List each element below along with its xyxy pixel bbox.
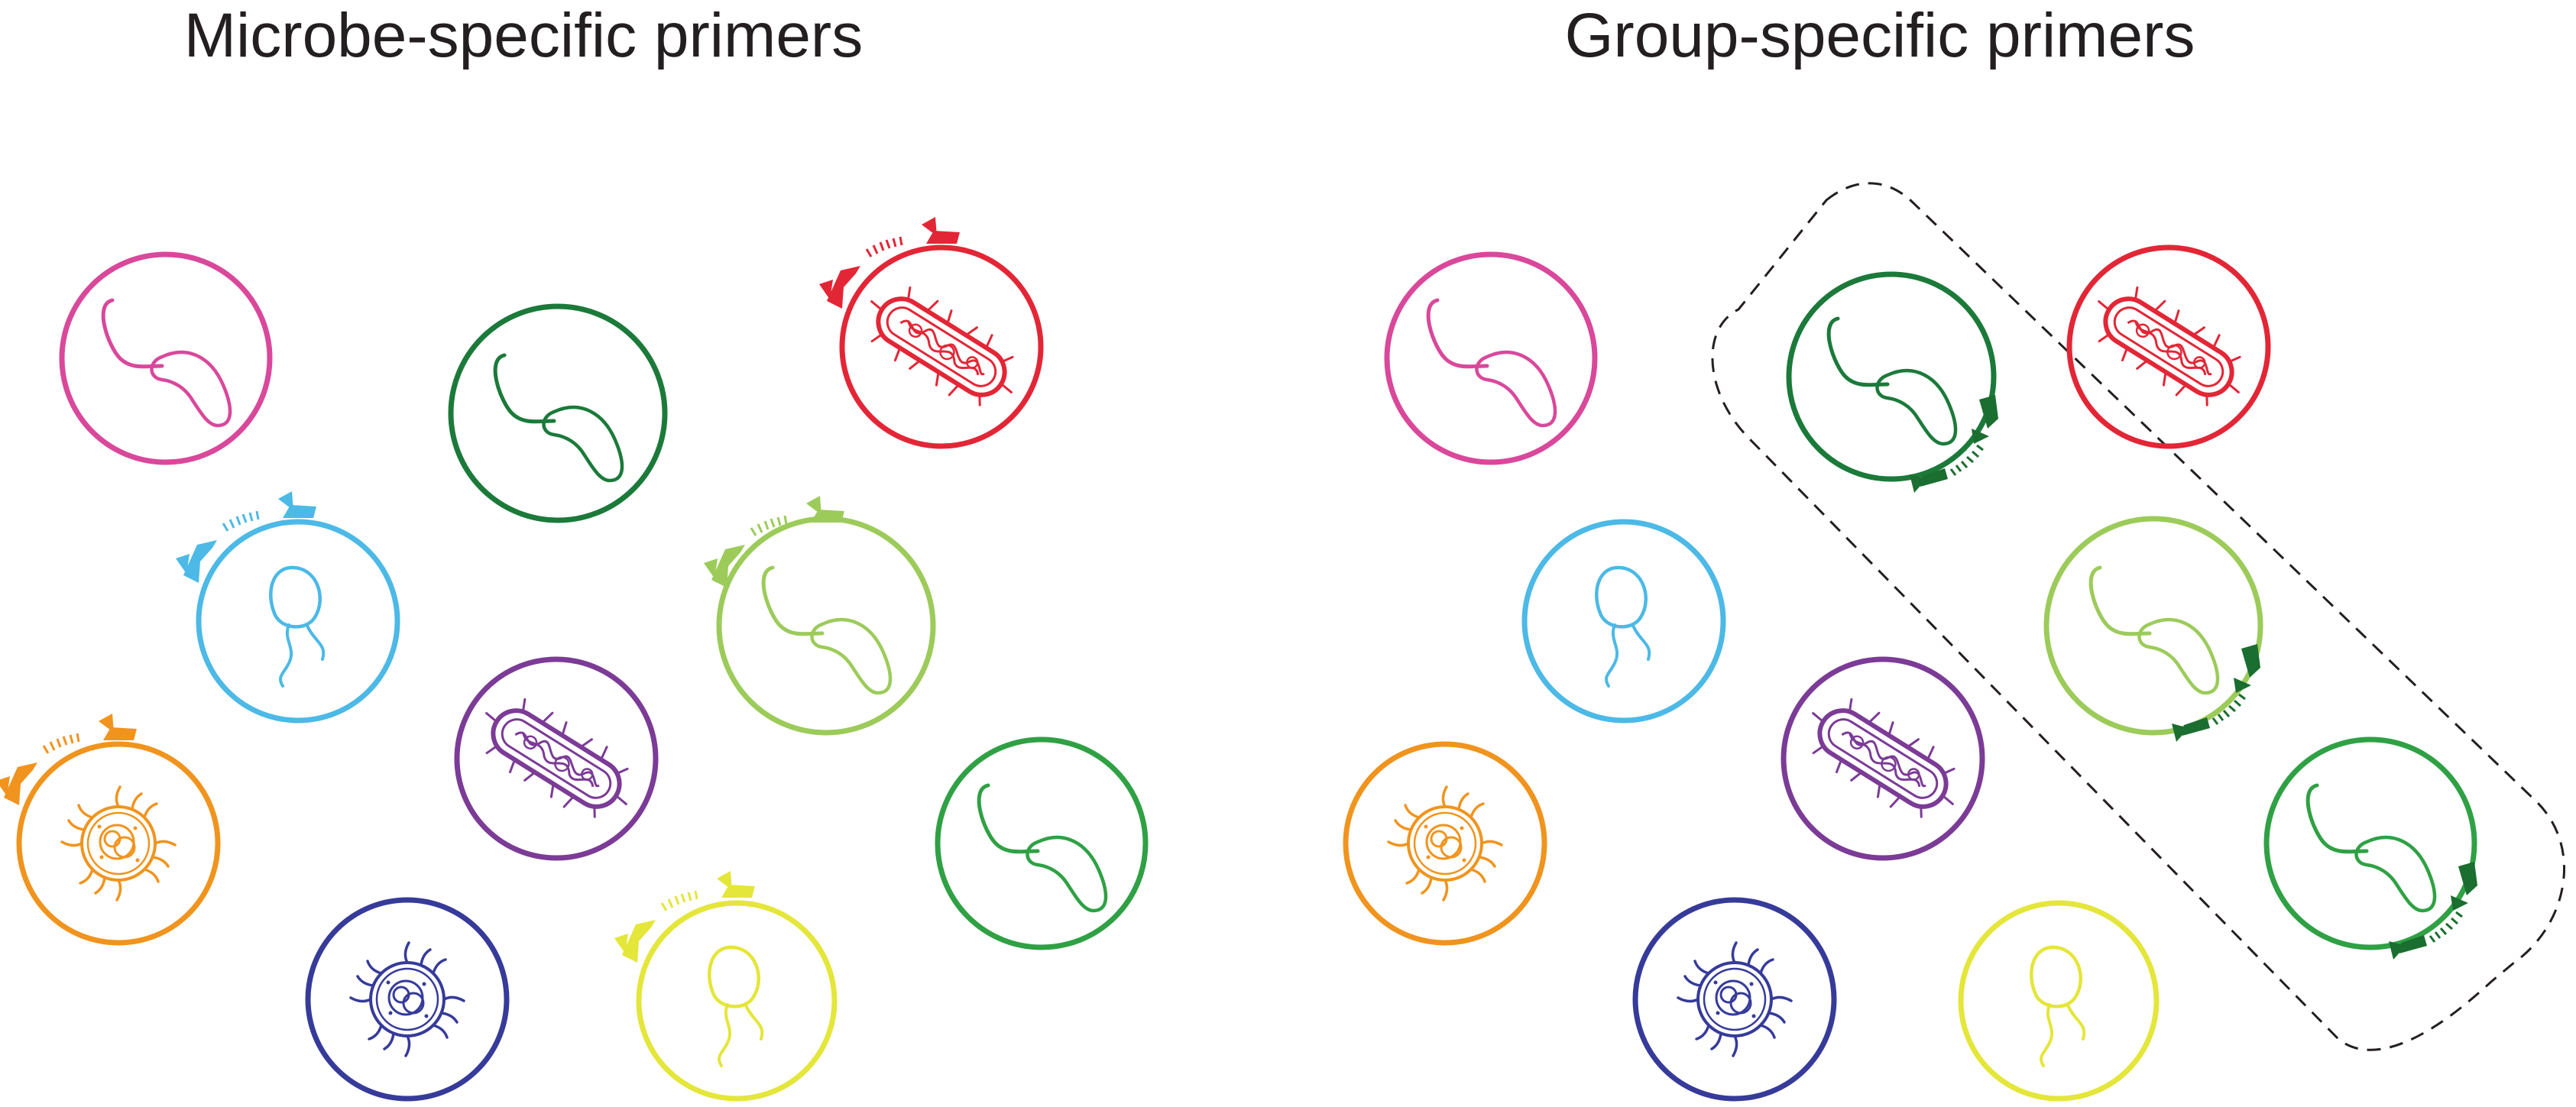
bacillus-icon bbox=[1793, 684, 1973, 834]
group-specific-primer-icon bbox=[1908, 393, 2000, 494]
vibrio-icon bbox=[1829, 319, 1955, 444]
vibrio-icon bbox=[495, 355, 622, 481]
left-microbe-virus-navy bbox=[305, 897, 510, 1102]
microbe-circle bbox=[16, 741, 221, 946]
title-group-specific: Group-specific primers bbox=[1564, 1, 2195, 70]
microbe-circle bbox=[636, 900, 838, 1102]
left-microbe-vibrio-medium-green bbox=[935, 736, 1149, 950]
left-microbe-bacillus-purple bbox=[454, 656, 659, 861]
virus-icon bbox=[1387, 785, 1503, 901]
right-microbe-vibrio-magenta bbox=[1384, 251, 1598, 465]
left-microbe-flagellate-yellow bbox=[613, 869, 838, 1102]
microbe-circle bbox=[935, 736, 1149, 950]
right-microbe-vibrio-light-green bbox=[2043, 516, 2263, 743]
group-specific-primer-icon bbox=[2387, 860, 2479, 961]
right-microbe-vibrio-medium-green bbox=[2263, 736, 2479, 961]
flagellate-icon bbox=[709, 947, 762, 1066]
microbe-circle bbox=[196, 519, 400, 723]
right-microbe-virus-navy bbox=[1632, 897, 1837, 1102]
microbe-circle bbox=[716, 516, 936, 736]
microbe-circle bbox=[2066, 244, 2271, 449]
group-specific-primer-icon bbox=[2170, 643, 2262, 743]
bacillus-icon bbox=[466, 684, 646, 834]
microbe-circle bbox=[1786, 271, 1997, 482]
title-microbe-specific: Microbe-specific primers bbox=[183, 1, 864, 70]
bacillus-icon bbox=[851, 272, 1032, 422]
flagellate-icon bbox=[2031, 947, 2084, 1066]
right-microbe-flagellate-yellow bbox=[1958, 900, 2160, 1102]
right-microbe-vibrio-dark-green bbox=[1786, 271, 2000, 494]
virus-icon bbox=[1677, 941, 1793, 1057]
left-microbe-vibrio-magenta bbox=[59, 251, 273, 465]
left-microbe-vibrio-dark-green bbox=[448, 303, 668, 523]
vibrio-icon bbox=[2308, 785, 2435, 911]
microbe-circle bbox=[2043, 516, 2263, 736]
flagellate-icon bbox=[1596, 568, 1649, 686]
microbe-circle bbox=[1632, 897, 1837, 1102]
left-microbe-virus-orange bbox=[0, 712, 221, 946]
microbe-circle bbox=[1781, 656, 1985, 861]
right-microbe-bacillus-purple bbox=[1781, 656, 1985, 861]
vibrio-icon bbox=[979, 785, 1106, 911]
flagellate-icon bbox=[271, 568, 323, 686]
vibrio-icon bbox=[103, 300, 230, 426]
microbe-circle bbox=[1958, 900, 2160, 1102]
bacillus-icon bbox=[2079, 272, 2259, 422]
right-microbe-flagellate-cyan bbox=[1521, 519, 1726, 723]
microbe-circle bbox=[839, 244, 1044, 449]
left-microbe-flagellate-cyan bbox=[174, 490, 400, 723]
microbe-specific-primer-icon bbox=[702, 494, 846, 589]
vibrio-icon bbox=[1428, 300, 1555, 426]
vibrio-icon bbox=[763, 568, 890, 693]
right-microbe-virus-orange bbox=[1343, 741, 1547, 946]
microbe-circle bbox=[59, 251, 273, 465]
virus-icon bbox=[349, 941, 465, 1057]
left-microbe-bacillus-red bbox=[818, 215, 1044, 449]
virus-icon bbox=[60, 785, 177, 901]
microbe-circle bbox=[1521, 519, 1726, 723]
vibrio-icon bbox=[2091, 568, 2218, 693]
group-enclosure-dashed-outline bbox=[1711, 182, 2566, 1051]
microbe-circle bbox=[1343, 741, 1547, 946]
microbe-circle bbox=[2263, 736, 2477, 950]
microbe-circle bbox=[448, 303, 668, 523]
microbe-circle bbox=[454, 656, 659, 861]
right-microbe-bacillus-red bbox=[2066, 244, 2271, 449]
microbe-circle bbox=[1384, 251, 1598, 465]
microbe-circle bbox=[305, 897, 510, 1102]
left-microbe-vibrio-light-green bbox=[702, 494, 936, 736]
